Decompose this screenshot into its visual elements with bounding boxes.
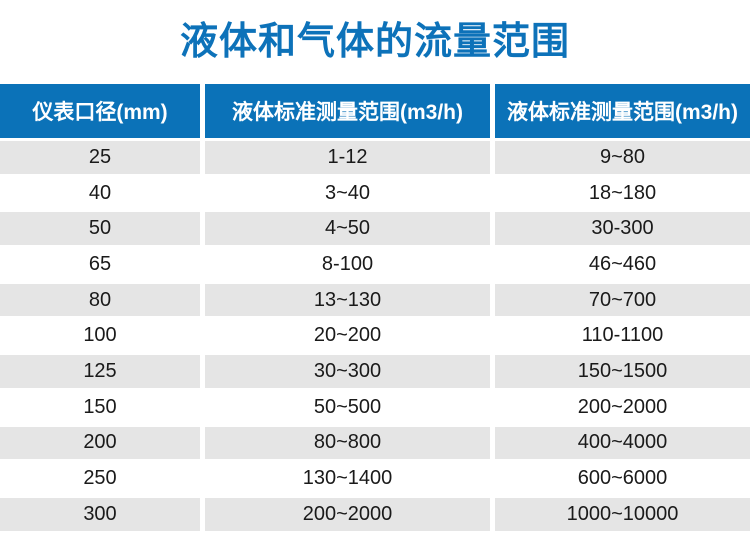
cell-gas-range: 600~6000 — [495, 462, 750, 495]
column-header-diameter: 仪表口径(mm) — [0, 84, 200, 138]
cell-diameter: 80 — [0, 283, 200, 317]
cell-diameter: 200 — [0, 426, 200, 460]
cell-diameter: 65 — [0, 248, 200, 281]
cell-gas-range: 1000~10000 — [495, 497, 750, 531]
cell-gas-range: 110-1100 — [495, 319, 750, 353]
cell-diameter: 25 — [0, 141, 200, 174]
page-title: 液体和气体的流量范围 — [179, 21, 570, 63]
cell-gas-range: 9~80 — [495, 141, 750, 174]
cell-diameter: 40 — [0, 176, 200, 210]
title-bar: 液体和气体的流量范围 — [0, 0, 750, 84]
column-header-gas-range: 液体标准测量范围(m3/h) — [495, 84, 750, 138]
cell-liquid-range: 20~200 — [205, 319, 490, 353]
cell-liquid-range: 200~2000 — [205, 497, 490, 531]
cell-diameter: 125 — [0, 355, 200, 388]
cell-diameter: 300 — [0, 497, 200, 531]
cell-gas-range: 400~4000 — [495, 426, 750, 460]
column-header-liquid-range: 液体标准测量范围(m3/h) — [205, 84, 490, 138]
cell-gas-range: 70~700 — [495, 283, 750, 317]
cell-liquid-range: 8-100 — [205, 248, 490, 281]
cell-liquid-range: 50~500 — [205, 390, 490, 424]
cell-diameter: 50 — [0, 212, 200, 246]
cell-liquid-range: 1-12 — [205, 141, 490, 174]
cell-diameter: 250 — [0, 462, 200, 495]
cell-liquid-range: 80~800 — [205, 426, 490, 460]
cell-gas-range: 46~460 — [495, 248, 750, 281]
cell-diameter: 100 — [0, 319, 200, 353]
cell-gas-range: 30-300 — [495, 212, 750, 246]
cell-gas-range: 18~180 — [495, 176, 750, 210]
cell-gas-range: 150~1500 — [495, 355, 750, 388]
cell-liquid-range: 4~50 — [205, 212, 490, 246]
cell-liquid-range: 130~1400 — [205, 462, 490, 495]
cell-liquid-range: 30~300 — [205, 355, 490, 388]
cell-liquid-range: 13~130 — [205, 283, 490, 317]
cell-liquid-range: 3~40 — [205, 176, 490, 210]
cell-gas-range: 200~2000 — [495, 390, 750, 424]
cell-diameter: 150 — [0, 390, 200, 424]
flow-range-table: 仪表口径(mm) 液体标准测量范围(m3/h) 液体标准测量范围(m3/h) 2… — [0, 84, 750, 531]
